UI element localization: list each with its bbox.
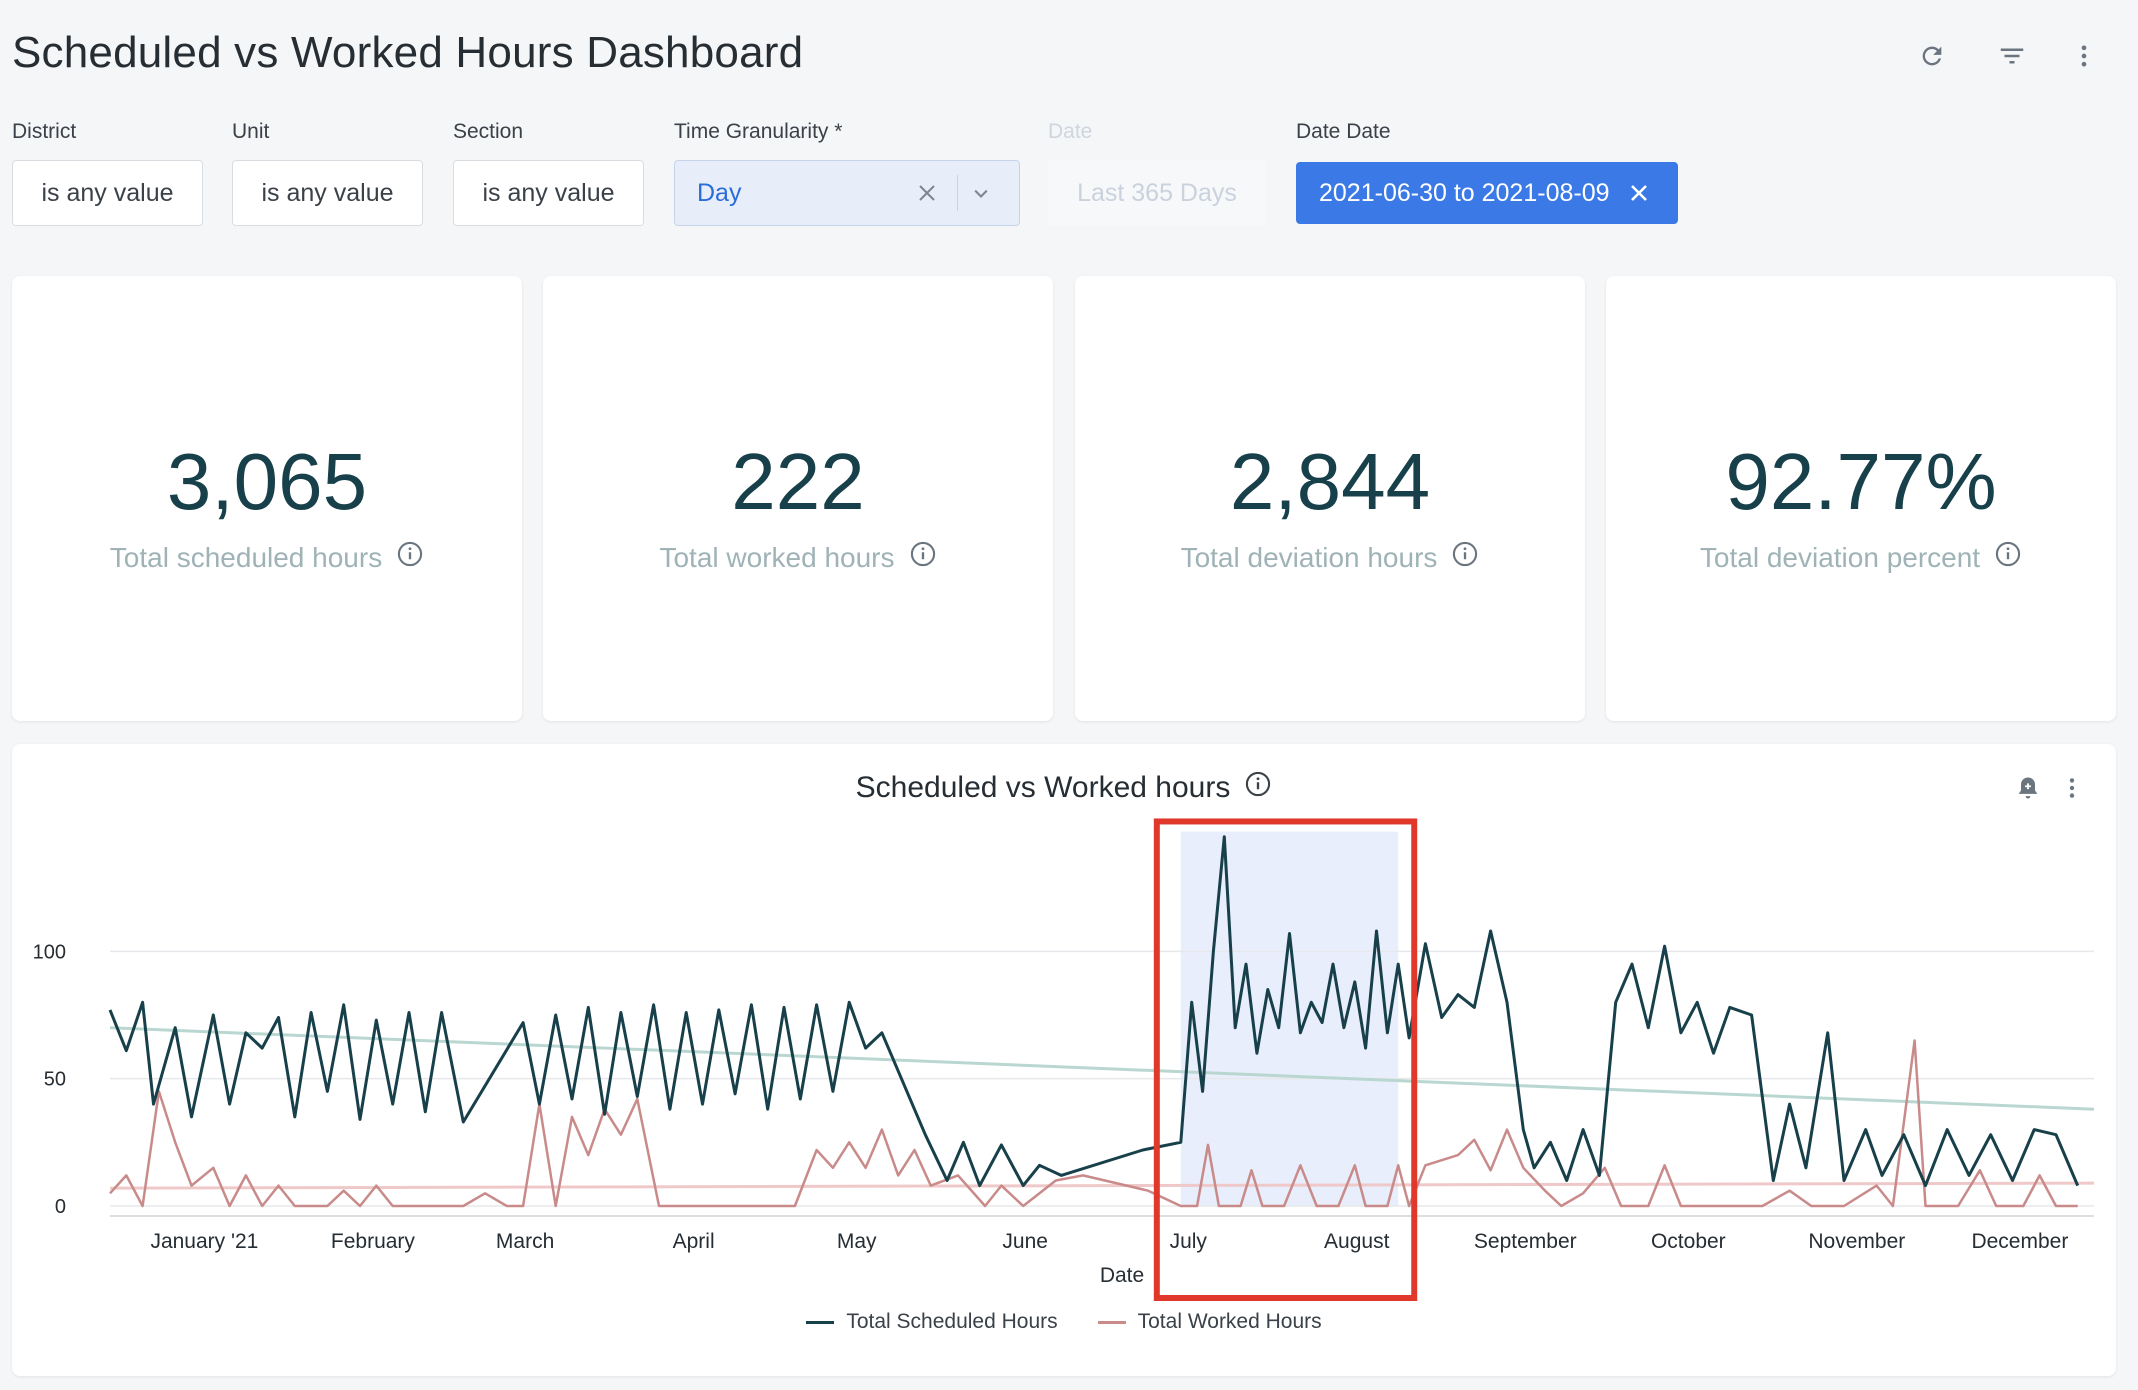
x-tick-label: June [1002,1230,1048,1253]
info-icon[interactable] [1994,540,2022,575]
chart-title-row: Scheduled vs Worked hours [12,770,2116,806]
x-tick-label: November [1808,1230,1905,1253]
chart-legend: Total Scheduled Hours Total Worked Hours [12,1310,2116,1334]
kpi-label: Total worked hours [659,541,895,573]
kpi-card-deviation: 2,844 Total deviation hours [1075,276,1585,721]
info-icon[interactable] [1244,770,1272,806]
x-tick-label: March [496,1230,554,1253]
x-tick-label: December [1971,1230,2068,1253]
filter-date-date: Date Date 2021-06-30 to 2021-08-09 [1296,120,1678,224]
kpi-label-row: Total deviation percent [1606,540,2116,575]
x-tick-label: January '21 [150,1230,258,1253]
kpi-card-scheduled: 3,065 Total scheduled hours [12,276,522,721]
y-tick-label: 50 [44,1069,66,1091]
filter-label-section: Section [453,120,524,143]
close-icon[interactable] [1625,179,1653,214]
more-vert-icon[interactable] [2054,770,2090,806]
date-filter-input: Last 365 Days [1048,160,1266,226]
kpi-value: 3,065 [166,437,368,526]
section-filter-input[interactable]: is any value [453,160,644,226]
x-tick-label: May [837,1230,877,1253]
filter-label-time-granularity: Time Granularity * [674,120,843,143]
highlight-band [1180,831,1399,1206]
kpi-card-deviation-percent: 92.77% Total deviation percent [1606,276,2116,721]
x-tick-label: April [673,1230,715,1253]
legend-item-worked[interactable]: Total Worked Hours [1097,1310,1322,1334]
filter-label-date-date: Date Date [1296,120,1391,143]
legend-item-scheduled[interactable]: Total Scheduled Hours [806,1310,1058,1334]
time-granularity-value: Day [697,178,742,207]
chevron-down-icon[interactable] [967,179,995,214]
x-tick-label: October [1651,1230,1726,1253]
filter-unit: Unit is any value [232,120,423,226]
filter-date: Date Last 365 Days [1048,120,1266,226]
filter-label-unit: Unit [232,120,270,143]
trendline [109,1181,2095,1190]
trendline [109,1026,2095,1111]
kpi-label-row: Total scheduled hours [12,540,522,575]
legend-swatch [1097,1320,1126,1324]
filter-district: District is any value [12,120,203,226]
kpi-label: Total scheduled hours [109,541,383,573]
x-tick-label: February [331,1230,416,1253]
info-icon[interactable] [396,540,424,575]
legend-label: Total Worked Hours [1137,1310,1322,1333]
more-vert-icon[interactable] [2064,36,2104,76]
legend-swatch [806,1320,835,1324]
kpi-value: 92.77% [1725,437,1997,526]
filter-label-district: District [12,120,77,143]
series-line-scheduled [108,835,2080,1188]
kpi-label-row: Total deviation hours [1075,540,1585,575]
district-filter-input[interactable]: is any value [12,160,203,226]
kpi-label-row: Total worked hours [543,540,1053,575]
kpi-value: 2,844 [1229,437,1431,526]
filter-icon[interactable] [1992,36,2032,76]
date-range-chip[interactable]: 2021-06-30 to 2021-08-09 [1296,162,1678,224]
series-line-worked [109,1039,2078,1208]
annotation-box [1153,818,1418,1301]
chart-title: Scheduled vs Worked hours [855,771,1231,804]
filter-section: Section is any value [453,120,644,226]
x-tick-label: August [1324,1230,1390,1253]
refresh-icon[interactable] [1912,36,1952,76]
legend-label: Total Scheduled Hours [846,1310,1058,1333]
info-icon[interactable] [909,540,937,575]
line-chart: 0 50 100 January '21 February March April May Ju… [33,818,2095,1301]
chart-card: Scheduled vs Worked hours 0 50 100 January … [12,744,2116,1376]
y-tick-label: 100 [33,941,66,963]
kpi-label: Total deviation percent [1699,541,1981,573]
clear-icon[interactable] [913,179,941,214]
y-tick-label: 0 [55,1196,66,1218]
unit-filter-input[interactable]: is any value [232,160,423,226]
x-tick-label: July [1170,1230,1208,1253]
select-divider [957,175,958,211]
kpi-label: Total deviation hours [1180,541,1438,573]
kpi-value: 222 [731,437,865,526]
filter-time-granularity: Time Granularity * Day [674,120,1020,226]
info-icon[interactable] [1451,540,1479,575]
filter-label-date: Date [1048,120,1093,143]
date-range-value: 2021-06-30 to 2021-08-09 [1319,178,1610,207]
alert-bell-icon[interactable] [2010,770,2046,806]
time-granularity-select[interactable]: Day [674,160,1020,226]
kpi-card-worked: 222 Total worked hours [543,276,1053,721]
x-tick-label: September [1474,1230,1577,1253]
x-axis-label: Date [1100,1264,1144,1287]
page-title: Scheduled vs Worked Hours Dashboard [12,28,804,77]
